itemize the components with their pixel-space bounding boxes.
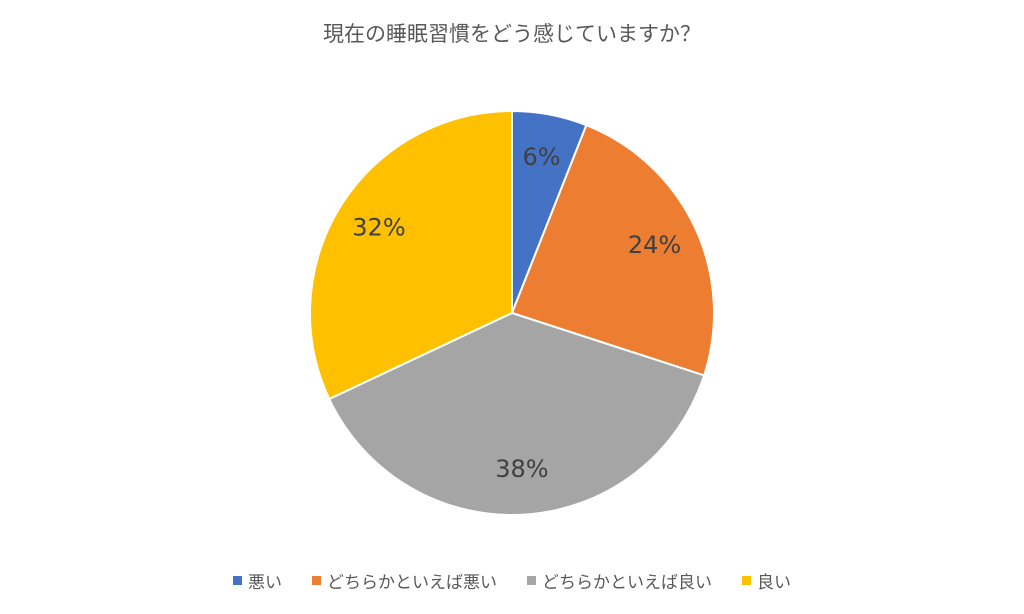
legend-swatch [233, 576, 242, 585]
pie-slice-somewhat-good [327, 311, 706, 516]
data-label-somewhat-good: 38% [495, 455, 548, 483]
pie-slice-good [309, 109, 513, 401]
legend-item-somewhat-good: どちらかといえば良い [527, 568, 712, 593]
data-label-bad: 6% [522, 143, 560, 171]
data-label-somewhat-bad: 24% [628, 231, 681, 259]
legend-item-good: 良い [742, 568, 791, 593]
legend: 悪い どちらかといえば悪い どちらかといえば良い 良い [0, 568, 1024, 593]
legend-swatch [742, 576, 751, 585]
chart-title: 現在の睡眠習慣をどう感じていますか？ [323, 22, 701, 46]
data-label-good: 32% [352, 214, 405, 242]
legend-label: どちらかといえば悪い [327, 573, 497, 593]
legend-swatch [312, 576, 321, 585]
legend-item-bad: 悪い [233, 568, 282, 593]
legend-item-somewhat-bad: どちらかといえば悪い [312, 568, 497, 593]
legend-swatch [527, 576, 536, 585]
legend-label: 悪い [248, 573, 282, 593]
pie-slice-somewhat-bad [510, 123, 715, 377]
legend-label: 良い [757, 573, 791, 593]
legend-label: どちらかといえば良い [542, 573, 712, 593]
